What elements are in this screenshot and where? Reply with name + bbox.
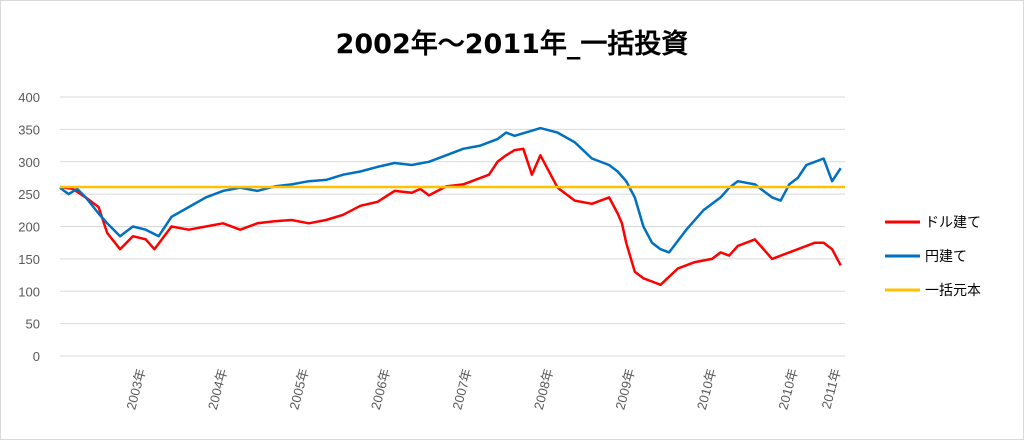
y-tick-label: 300 bbox=[18, 155, 40, 170]
x-tick-label: 2011年 bbox=[819, 367, 844, 410]
y-axis-ticks: 0 50 100 150 200 250 300 350 400 bbox=[18, 90, 40, 364]
y-tick-label: 250 bbox=[18, 187, 40, 202]
x-tick-label: 2005年 bbox=[286, 367, 311, 411]
legend-label: 一括元本 bbox=[925, 283, 981, 299]
x-tick-label: 2008年 bbox=[531, 367, 556, 411]
series-line bbox=[59, 126, 842, 254]
x-tick-label: 2009年 bbox=[612, 367, 637, 411]
chart-title: 2002年～2011年_一括投資 bbox=[335, 29, 689, 60]
y-tick-label: 100 bbox=[18, 284, 40, 299]
y-tick-label: 200 bbox=[18, 220, 40, 235]
x-tick-label: 2007年 bbox=[449, 367, 474, 411]
x-tick-label: 2010年 bbox=[694, 367, 719, 411]
x-tick-label: 2003年 bbox=[123, 367, 148, 411]
x-axis-ticks: 2003年 2004年 2005年 2006年 2007年 2008年 2009年 2010年… bbox=[123, 367, 843, 411]
legend-label: 円建て bbox=[925, 249, 967, 265]
y-tick-label: 400 bbox=[18, 90, 40, 105]
x-tick-label: 2010年 bbox=[775, 367, 800, 411]
series-lines bbox=[59, 126, 845, 287]
series-line bbox=[59, 147, 842, 287]
y-tick-label: 0 bbox=[33, 349, 40, 364]
legend-label: ドル建て bbox=[925, 215, 981, 231]
y-tick-label: 50 bbox=[26, 317, 40, 332]
y-tick-label: 350 bbox=[18, 122, 40, 137]
x-tick-label: 2004年 bbox=[205, 367, 230, 411]
gridlines bbox=[60, 96, 845, 357]
y-tick-label: 150 bbox=[18, 252, 40, 267]
x-tick-label: 2006年 bbox=[368, 367, 393, 411]
